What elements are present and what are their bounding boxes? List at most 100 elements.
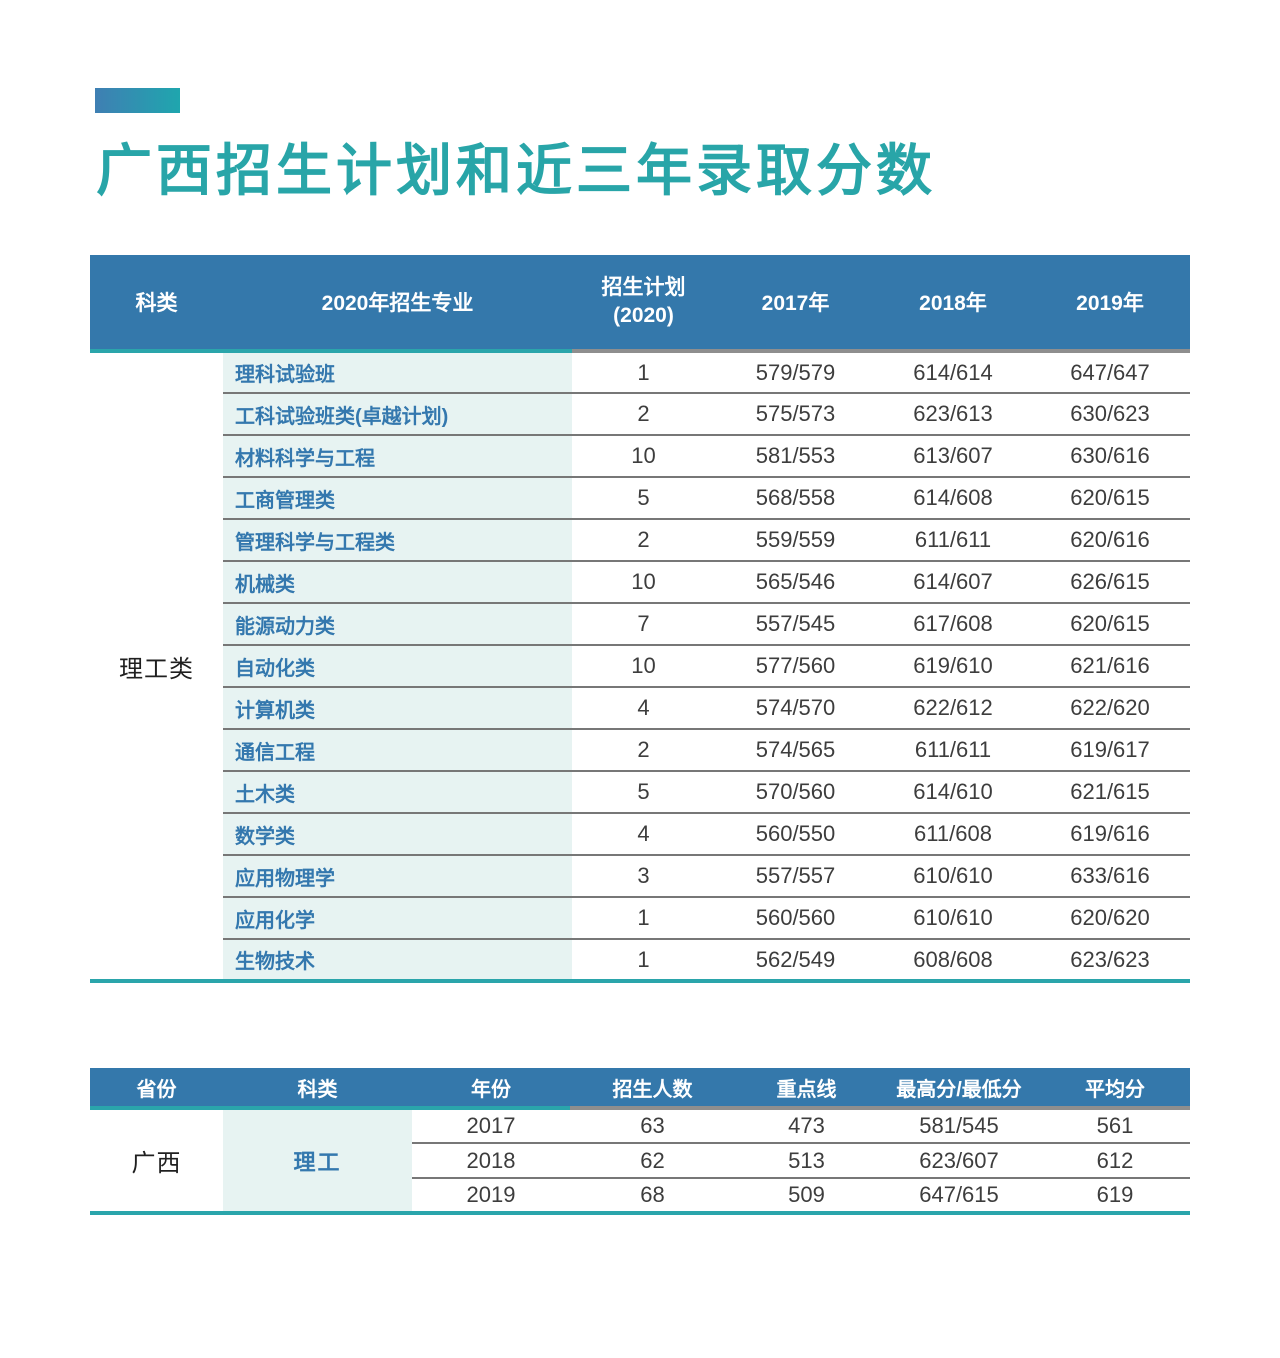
score-2018-cell: 614/607 [876,560,1030,603]
plan-cell: 4 [572,686,715,729]
plan-cell: 10 [572,644,715,687]
score-2019-cell: 622/620 [1030,686,1190,729]
header-category: 科类 [90,255,223,353]
score-2019-cell: 620/616 [1030,518,1190,561]
major-cell: 土木类 [223,770,572,813]
major-cell: 理科试验班 [223,351,572,393]
major-cell: 工科试验班类(卓越计划) [223,392,572,435]
max-min-cell: 581/545 [919,1113,999,1138]
score-2019-cell: 623/623 [1030,938,1190,981]
plan-cell: 4 [572,812,715,855]
subject-category-cell: 理工 [223,1108,412,1213]
plan-cell: 2 [572,392,715,435]
plan-cell: 1 [572,938,715,981]
score-2017-cell: 560/560 [715,896,876,939]
score-2018-cell: 608/608 [876,938,1030,981]
major-cell: 自动化类 [223,644,572,687]
admission-table-header-row: 科类 2020年招生专业 招生计划 (2020) 2017年 2018年 201… [90,255,1190,353]
plan-cell: 5 [572,770,715,813]
province-cell: 广西 [90,1108,223,1213]
header-major-2020: 2020年招生专业 [223,255,572,353]
score-2019-cell: 621/616 [1030,644,1190,687]
average-cell: 561 [1096,1113,1134,1138]
score-2017-cell: 557/557 [715,854,876,897]
category-cell: 理工类 [90,351,223,981]
score-2019-cell: 621/615 [1030,770,1190,813]
major-cell: 机械类 [223,560,572,603]
header-year-2018: 2018年 [876,255,1030,353]
score-2018-cell: 613/607 [876,434,1030,477]
average-cell: 619 [1040,1177,1190,1213]
score-2017-cell: 575/573 [715,392,876,435]
table-row: 2018 62 513 623/607 612 [90,1142,1190,1178]
score-2019-cell: 630/616 [1030,434,1190,477]
table-row: 2019 68 509 647/615 619 [90,1177,1190,1213]
score-2019-cell: 626/615 [1030,560,1190,603]
plan-cell: 1 [572,896,715,939]
major-cell: 应用物理学 [223,854,572,897]
major-cell: 计算机类 [223,686,572,729]
score-2018-cell: 611/608 [876,812,1030,855]
score-2019-cell: 620/620 [1030,896,1190,939]
enrollment-cell: 63 [640,1113,665,1138]
header-plan-line2: (2020) [613,304,674,327]
table-row: 材料科学与工程 10 581/553 613/607 630/616 [90,434,1190,477]
score-2018-cell: 614/614 [913,359,993,385]
plan-cell: 10 [572,434,715,477]
plan-cell: 5 [572,476,715,519]
enrollment-cell: 68 [570,1177,735,1213]
plan-cell: 2 [572,728,715,771]
key-line-cell: 473 [788,1113,825,1138]
year-cell: 2017 [466,1113,516,1138]
header-max-min: 最高分/最低分 [878,1068,1040,1110]
score-2017-cell: 557/545 [715,602,876,645]
plan-cell: 10 [572,560,715,603]
plan-cell: 7 [572,602,715,645]
major-cell: 生物技术 [223,938,572,981]
score-2018-cell: 614/608 [876,476,1030,519]
score-2017-cell: 581/553 [715,434,876,477]
score-2019-cell: 630/623 [1030,392,1190,435]
major-cell: 通信工程 [223,728,572,771]
score-2017-cell: 574/570 [715,686,876,729]
table-row: 生物技术 1 562/549 608/608 623/623 [90,938,1190,981]
score-2017-cell: 562/549 [715,938,876,981]
plan-cell: 3 [572,854,715,897]
year-cell: 2018 [412,1142,570,1178]
header-average: 平均分 [1040,1068,1190,1110]
score-2017-cell: 565/546 [715,560,876,603]
table-row: 土木类 5 570/560 614/610 621/615 [90,770,1190,813]
major-cell: 能源动力类 [223,602,572,645]
header-plan-line1: 招生计划 [601,275,686,299]
table-row: 自动化类 10 577/560 619/610 621/616 [90,644,1190,687]
header-category: 科类 [223,1068,412,1110]
score-2019-cell: 620/615 [1030,602,1190,645]
max-min-cell: 623/607 [878,1142,1040,1178]
table-row: 计算机类 4 574/570 622/612 622/620 [90,686,1190,729]
table-row: 管理科学与工程类 2 559/559 611/611 620/616 [90,518,1190,561]
score-2018-cell: 623/613 [876,392,1030,435]
table-row: 数学类 4 560/550 611/608 619/616 [90,812,1190,855]
table-row: 应用物理学 3 557/557 610/610 633/616 [90,854,1190,897]
score-2019-cell: 620/615 [1030,476,1190,519]
major-cell: 数学类 [223,812,572,855]
header-plan-2020: 招生计划 (2020) [572,255,715,353]
score-2018-cell: 610/610 [876,896,1030,939]
header-province: 省份 [90,1068,223,1110]
score-2018-cell: 614/610 [876,770,1030,813]
key-line-cell: 509 [735,1177,878,1213]
table-row: 工商管理类 5 568/558 614/608 620/615 [90,476,1190,519]
score-2017-cell: 577/560 [715,644,876,687]
table-row: 理工类 理科试验班 1 579/579 614/614 647/647 [90,351,1190,981]
score-2019-cell: 647/647 [1070,359,1150,385]
major-cell: 管理科学与工程类 [223,518,572,561]
score-2017-cell: 559/559 [715,518,876,561]
year-cell: 2019 [412,1177,570,1213]
score-2018-cell: 619/610 [876,644,1030,687]
table-row: 应用化学 1 560/560 610/610 620/620 [90,896,1190,939]
title-accent-bar [95,88,180,113]
score-2017-cell: 579/579 [755,359,836,385]
score-2018-cell: 617/608 [876,602,1030,645]
plan-cell: 1 [637,359,650,385]
province-summary-table: 省份 科类 年份 招生人数 重点线 最高分/最低分 平均分 广西 理工 2017… [90,1068,1190,1215]
